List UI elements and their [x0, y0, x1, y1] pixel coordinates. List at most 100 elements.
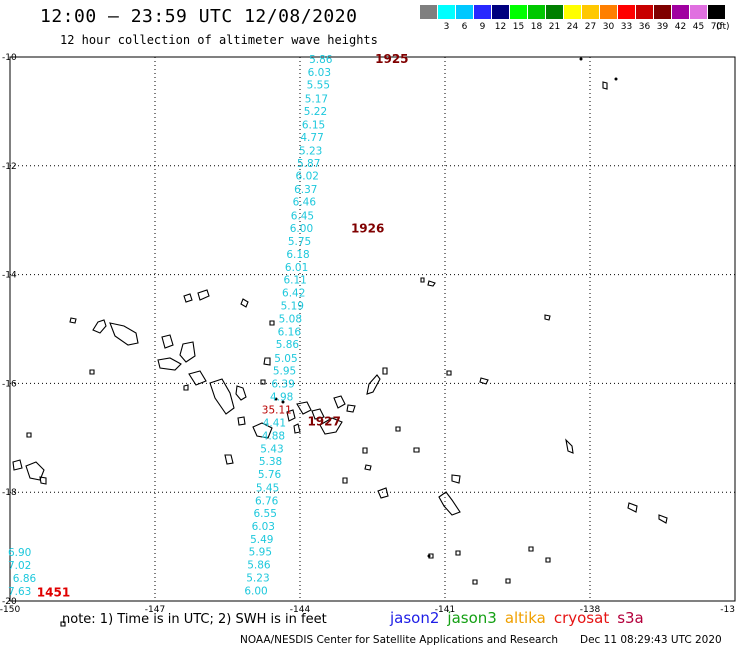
lon-tick-label: -141 [435, 605, 455, 615]
scale-swatch [654, 5, 671, 19]
island-outline [240, 298, 249, 308]
scale-label: 15 [512, 22, 525, 32]
island-outline [12, 459, 23, 471]
island-outline [39, 476, 47, 485]
island-outline [427, 280, 436, 287]
scale-label: 39 [656, 22, 669, 32]
island-outline [89, 369, 95, 375]
atoll-dot [281, 400, 285, 404]
island-outline [286, 409, 296, 422]
wave-height-value: 35.11 [262, 405, 292, 417]
scale-swatch [474, 5, 491, 19]
map-grid [10, 57, 735, 601]
chart-title: 12:00 – 23:59 UTC 12/08/2020 [40, 6, 358, 27]
island-outline [188, 370, 207, 386]
lon-tick-label: -147 [145, 605, 165, 615]
island-outline [235, 385, 247, 401]
atoll-dot [614, 77, 618, 81]
wave-height-value: 5.23 [246, 573, 269, 585]
island-outline [319, 417, 343, 435]
lat-tick-label: -16 [2, 379, 17, 389]
scale-swatch [708, 5, 725, 19]
island-outline [377, 487, 389, 499]
island-outline [362, 447, 368, 454]
lon-tick-label: -138 [580, 605, 601, 615]
lat-tick-label: -20 [2, 597, 17, 607]
island-outline [197, 289, 210, 301]
generated-timestamp: Dec 11 08:29:43 UTC 2020 [580, 634, 722, 646]
credit-line: NOAA/NESDIS Center for Satellite Applica… [240, 634, 558, 646]
lon-tick-label: -150 [0, 605, 20, 615]
satellite-jason2: jason2 [390, 609, 440, 627]
island-outline [565, 438, 574, 454]
wave-height-value: 6.03 [308, 67, 331, 79]
wave-height-value: 4.41 [263, 418, 286, 430]
scale-swatch [636, 5, 653, 19]
wave-height-value: 5.05 [274, 353, 297, 365]
wave-height-value: 6.00 [244, 586, 267, 598]
footer-note: note: 1) Time is in UTC; 2) SWH is in fe… [62, 612, 327, 627]
scale-label: 3 [443, 22, 450, 32]
island-outline [296, 401, 312, 415]
atoll-dot [427, 554, 431, 558]
lat-tick-label: -12 [2, 162, 17, 172]
lat-tick-label: -14 [2, 271, 17, 281]
island-outline [472, 579, 478, 585]
island-outline [25, 461, 45, 481]
island-outline [479, 377, 489, 385]
wave-height-value: 6.16 [278, 327, 302, 339]
wave-height-value: 6.11 [283, 274, 306, 286]
island-outline [438, 491, 461, 516]
scale-swatch [546, 5, 563, 19]
island-outline [224, 454, 234, 465]
satellite-legend: jason2 jason3 altika cryosat s3a [390, 609, 652, 627]
island-outline [395, 426, 401, 432]
wave-height-value: 6.55 [254, 508, 277, 520]
wave-height-value: 5.86 [309, 54, 333, 66]
island-outline [179, 341, 196, 363]
scale-swatch [492, 5, 509, 19]
island-outline [263, 357, 271, 366]
scale-swatch [618, 5, 635, 19]
scale-swatch [438, 5, 455, 19]
wave-height-value: 5.86 [276, 339, 300, 351]
wave-height-value: 6.42 [282, 288, 305, 300]
scale-label: 27 [584, 22, 597, 32]
island-outline [366, 374, 381, 395]
scale-label: 45 [692, 22, 705, 32]
wave-height-value: 6.01 [285, 262, 308, 274]
island-outline [627, 502, 638, 513]
scale-label: 30 [602, 22, 615, 32]
island-outline [269, 320, 275, 326]
wave-height-value: 6.15 [302, 119, 325, 131]
island-outline [528, 546, 534, 552]
wave-height-value: 5.86 [247, 560, 271, 572]
color-scale-unit: (ft) [716, 22, 730, 32]
atoll-dot [579, 57, 583, 61]
island-outline [545, 557, 551, 563]
island-outline [364, 464, 372, 471]
wave-height-value: 5.95 [273, 365, 296, 377]
wave-height-value: 6.90 [8, 547, 31, 559]
scale-swatch [690, 5, 707, 19]
island-outline [161, 334, 174, 349]
wave-height-value: 5.38 [259, 456, 282, 468]
island-outline [455, 550, 461, 556]
wave-height-value: 6.39 [271, 378, 294, 390]
wave-height-value: 5.55 [307, 80, 330, 92]
wave-height-value: 5.75 [288, 236, 311, 248]
pass-time-label: 1451 [37, 585, 70, 599]
scale-swatch [564, 5, 581, 19]
island-outline [237, 416, 246, 426]
wave-height-value: 6.86 [13, 573, 37, 585]
island-outline [333, 395, 346, 409]
wave-height-value: 4.98 [270, 391, 293, 403]
wave-height-value: 5.49 [250, 534, 273, 546]
scale-swatch [510, 5, 527, 19]
island-outline [183, 293, 193, 303]
scale-swatch [528, 5, 545, 19]
wave-height-value: 4.77 [300, 132, 323, 144]
pass-time-label: 1925 [375, 52, 408, 66]
lon-tick-label: -13 [720, 605, 735, 615]
atoll-markers [274, 57, 618, 558]
